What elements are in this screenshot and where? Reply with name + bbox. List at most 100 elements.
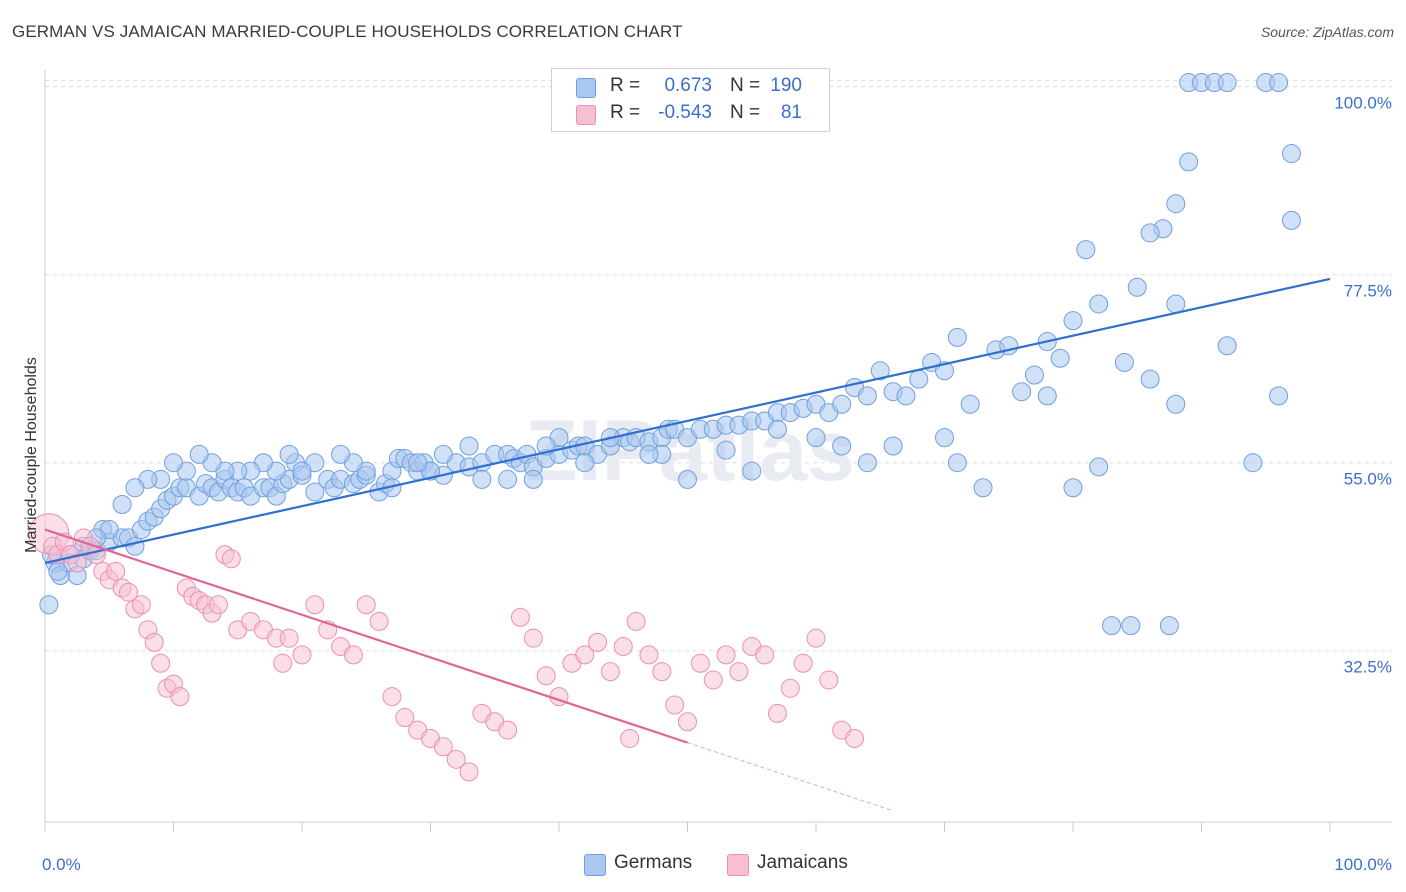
german-point [523,469,543,489]
jamaican-point [536,666,556,686]
german-point [48,561,68,581]
jamaican-point [221,549,241,569]
german-point [896,386,916,406]
german-point [909,369,929,389]
jamaican-point [620,728,640,748]
jamaican-point [678,712,697,732]
german-point [1127,277,1147,297]
jamaican-point [273,653,293,673]
trend-lines [44,277,1331,812]
german-point [1114,352,1134,372]
german-point [575,453,595,473]
german-point [1166,194,1186,214]
jamaican-point [279,628,299,648]
series-legend: Germans Jamaicans [584,852,884,876]
jamaican-point [523,628,543,648]
x-tick-label: 100.0% [1334,855,1392,874]
german-point [1179,152,1199,172]
legend-r-value: -0.543 [658,102,712,123]
german-point [1012,382,1032,402]
jamaican-point [395,708,415,728]
german-point [973,478,993,498]
german-point [678,469,697,489]
german-point [408,453,428,473]
german-point [1121,616,1141,636]
german-point [716,440,736,460]
y-axis-title: Married-couple Households [23,357,40,553]
german-point [1269,73,1289,93]
jamaican-point [459,762,479,782]
jamaican-point [292,645,312,665]
german-point [164,453,183,473]
german-point [1076,240,1096,260]
y-tick-label: 77.5% [1344,282,1392,301]
german-point [189,444,209,464]
german-point [1037,386,1057,406]
german-point [935,361,954,381]
jamaican-point [613,637,633,657]
legend-r-label: R = [610,102,641,123]
jamaican-point [639,645,659,665]
german-point [1243,453,1263,473]
german-point [1217,336,1237,356]
legend-row-jamaicans: R = -0.543 N = 81 [552,102,829,128]
german-point [767,419,787,439]
jamaican-point [819,670,839,690]
jamaican-point [845,728,865,748]
series-jamaicans [28,513,865,782]
german-point [832,394,852,414]
german-point [1166,294,1186,314]
german-point [639,444,659,464]
jamaican-point [806,628,826,648]
germans-swatch [584,854,606,876]
german-point [1050,348,1070,368]
german-point [1102,616,1122,636]
jamaican-point [170,687,190,707]
german-point [870,361,890,381]
series-germans [39,73,1301,636]
german-point [947,327,967,347]
german-point [1024,365,1044,385]
jamaican-point [703,670,723,690]
german-point [857,453,877,473]
german-point [832,436,852,456]
german-point [459,436,479,456]
legend-r-label: R = [610,75,641,96]
german-point [331,444,351,464]
german-point [1140,369,1160,389]
german-point [1159,616,1179,636]
jamaican-point [665,695,685,715]
german-point [292,461,312,481]
legend-n-label: N = [730,102,761,123]
axes [44,70,1392,832]
jamaicans-label: Jamaicans [757,852,848,873]
jamaican-trend-line [44,528,688,744]
jamaican-point [690,653,710,673]
legend-r-value: 0.673 [664,75,712,96]
german-point [1269,386,1289,406]
jamaican-point [433,737,453,757]
jamaican-point [793,653,813,673]
jamaican-point [716,645,736,665]
german-point [1281,144,1301,164]
y-tick-label: 100.0% [1334,94,1392,113]
german-point [1089,457,1109,477]
legend-swatch-blue [576,78,596,98]
german-point [806,428,826,448]
german-point [125,536,145,556]
legend-row-germans: R = 0.673 N = 190 [552,75,829,101]
german-point [498,469,518,489]
jamaican-point [510,607,530,627]
jamaican-point [498,720,518,740]
jamaican-point [106,561,126,581]
tick-labels: 32.5% 55.0% 77.5% 100.0% 0.0% 100.0% [42,94,1392,874]
german-point [1063,478,1083,498]
german-point [1166,394,1186,414]
jamaican-point [356,595,376,615]
jamaican-point [343,645,363,665]
german-point [112,494,132,514]
german-point [1140,223,1160,243]
german-point [472,469,492,489]
jamaican-point [767,703,787,723]
